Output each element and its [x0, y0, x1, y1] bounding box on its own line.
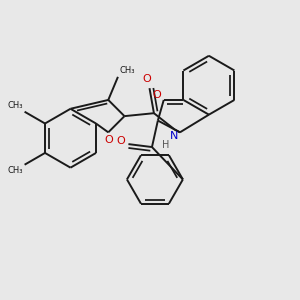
Text: O: O — [117, 136, 125, 146]
Text: CH₃: CH₃ — [8, 166, 23, 175]
Text: CH₃: CH₃ — [8, 101, 23, 110]
Text: O: O — [104, 135, 113, 145]
Text: N: N — [170, 131, 179, 141]
Text: O: O — [152, 90, 161, 100]
Text: CH₃: CH₃ — [119, 66, 135, 75]
Text: H: H — [162, 140, 169, 150]
Text: O: O — [142, 74, 151, 84]
